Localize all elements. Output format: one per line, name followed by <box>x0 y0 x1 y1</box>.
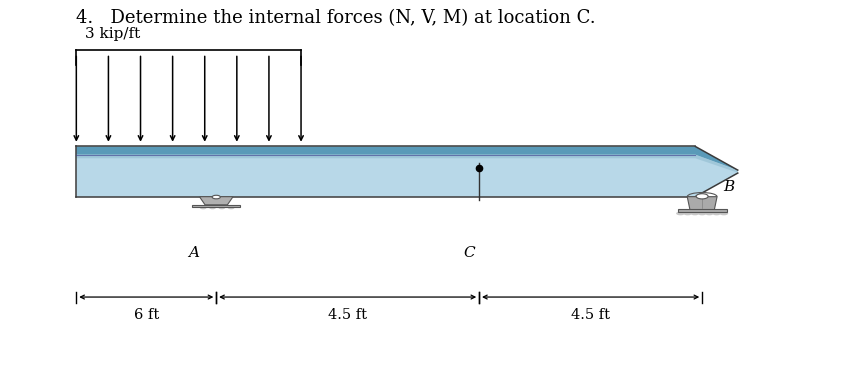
Circle shape <box>200 206 207 209</box>
Circle shape <box>690 211 700 215</box>
Text: A: A <box>188 246 199 260</box>
Text: 4.5 ft: 4.5 ft <box>328 308 367 322</box>
Text: 3 kip/ft: 3 kip/ft <box>85 27 140 41</box>
Bar <box>192 204 241 207</box>
Polygon shape <box>199 197 233 205</box>
Circle shape <box>705 211 714 215</box>
Polygon shape <box>76 146 738 170</box>
Text: 4.5 ft: 4.5 ft <box>572 308 610 322</box>
Bar <box>678 209 727 212</box>
Text: 6 ft: 6 ft <box>134 308 159 322</box>
Circle shape <box>712 211 721 215</box>
Circle shape <box>719 211 728 215</box>
Circle shape <box>696 194 708 199</box>
Circle shape <box>228 206 235 209</box>
Polygon shape <box>76 146 738 197</box>
Polygon shape <box>76 155 738 173</box>
Text: C: C <box>463 246 475 260</box>
Circle shape <box>212 195 220 199</box>
Circle shape <box>676 211 685 215</box>
Circle shape <box>698 211 706 215</box>
Text: B: B <box>723 180 734 194</box>
Circle shape <box>219 206 226 209</box>
Text: 4.   Determine the internal forces (N, V, M) at location C.: 4. Determine the internal forces (N, V, … <box>76 9 596 27</box>
Polygon shape <box>687 197 717 210</box>
Circle shape <box>683 211 692 215</box>
Circle shape <box>209 206 216 209</box>
